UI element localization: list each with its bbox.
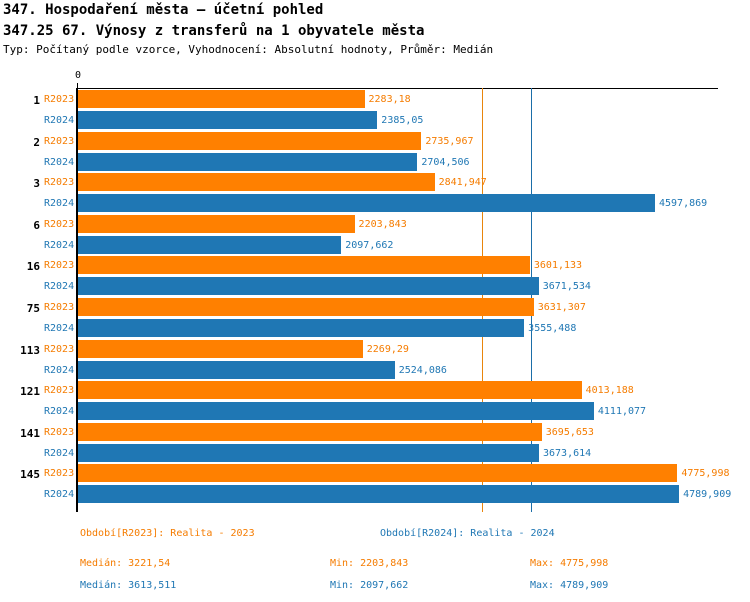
- bar-value-label: 2385,05: [381, 115, 424, 126]
- legend-item-r2024[interactable]: Období[R2024]: Realita - 2024: [380, 528, 555, 539]
- axis-value-line: [76, 88, 78, 512]
- series-label-r2023: R2023: [44, 218, 75, 230]
- bar-r2024[interactable]: [78, 277, 539, 296]
- series-label-r2024: R2024: [44, 156, 75, 168]
- chart-row-group: 145 R2023 4775,998 R2024 4789,909: [0, 464, 750, 504]
- series-label-r2023: R2023: [44, 302, 75, 313]
- bar-value-label: 2524,086: [398, 364, 447, 376]
- legend-item-r2023[interactable]: Období[R2023]: Realita - 2023: [80, 528, 255, 539]
- category-label: 113: [20, 343, 40, 357]
- bar-value-label: 3555,488: [528, 323, 577, 334]
- chart-row-group: 2 R2023 2735,967 R2024 2704,506: [0, 131, 750, 171]
- series-label-r2023: R2023: [44, 260, 75, 272]
- series-label-r2024: R2024: [44, 281, 75, 293]
- bar-r2023[interactable]: [78, 422, 542, 441]
- bar-r2024[interactable]: [78, 402, 594, 421]
- bar-r2024[interactable]: [78, 443, 539, 462]
- series-label-r2023: R2023: [44, 135, 75, 147]
- bar-r2023[interactable]: [78, 464, 678, 483]
- bar-r2023[interactable]: [78, 131, 422, 150]
- series-label-r2024: R2024: [44, 198, 75, 210]
- chart-row-group: 3 R2023 2841,947 R2024 4597,869: [0, 173, 750, 213]
- series-label-r2023: R2023: [44, 426, 75, 438]
- axis-zero-label: 0: [75, 70, 82, 81]
- bar-r2023[interactable]: [78, 256, 530, 275]
- series-label-r2024: R2024: [44, 364, 75, 376]
- chart-row-group: 16 R2023 3601,133 R2024 3671,534: [0, 256, 750, 296]
- chart-title-line2: 347.25 67. Výnosy z transferů na 1 obyva…: [3, 23, 425, 39]
- stat-max-r2024: Max: 4789,909: [530, 580, 609, 591]
- category-label: 145: [20, 468, 40, 482]
- bar-r2024[interactable]: [78, 485, 680, 504]
- series-label-r2023: R2023: [44, 94, 75, 105]
- chart-row-group: 141 R2023 3695,653 R2024 3673,614: [0, 422, 750, 462]
- bar-r2024[interactable]: [78, 152, 418, 171]
- bar-r2023[interactable]: [78, 339, 363, 358]
- axis-zero-tick: [77, 83, 78, 88]
- bar-r2023[interactable]: [78, 298, 534, 316]
- bar-value-label: 2097,662: [345, 239, 394, 251]
- bar-value-label: 3695,653: [545, 426, 594, 438]
- bar-value-label: 2704,506: [421, 156, 470, 168]
- series-label-r2023: R2023: [44, 468, 75, 480]
- category-label: 75: [26, 302, 40, 315]
- bar-value-label: 4597,869: [658, 198, 708, 210]
- bar-value-label: 3671,534: [542, 281, 591, 293]
- bar-r2023[interactable]: [78, 214, 355, 233]
- stat-median-r2024: Medián: 3613,511: [80, 580, 177, 591]
- category-label: 141: [20, 426, 40, 440]
- bar-value-label: 2283,18: [368, 94, 411, 105]
- bar-value-label: 2203,843: [358, 218, 407, 230]
- axis-top-line: [78, 88, 718, 89]
- bar-r2023[interactable]: [78, 381, 582, 400]
- bar-value-label: 3673,614: [543, 447, 592, 459]
- chart-row-group: 1 R2023 2283,18 R2024 2385,05: [0, 90, 750, 129]
- bar-r2024[interactable]: [78, 194, 655, 213]
- series-label-r2023: R2023: [44, 343, 75, 355]
- series-label-r2024: R2024: [44, 239, 75, 251]
- category-label: 1: [33, 94, 40, 107]
- chart-title-line1: 347. Hospodaření města – účetní pohled: [3, 2, 324, 18]
- bar-r2023[interactable]: [78, 173, 435, 192]
- chart-subtitle: Typ: Počítaný podle vzorce, Vyhodnocení:…: [3, 43, 494, 56]
- series-label-r2024: R2024: [44, 489, 75, 501]
- bar-value-label: 4013,188: [585, 385, 634, 397]
- category-label: 3: [33, 177, 40, 191]
- stat-min-r2024: Min: 2097,662: [330, 580, 409, 591]
- bar-value-label: 4111,077: [597, 406, 647, 418]
- bar-value-label: 3631,307: [537, 302, 586, 313]
- bar-value-label: 3601,133: [533, 260, 583, 272]
- bar-r2024[interactable]: [78, 235, 342, 254]
- bar-r2023[interactable]: [78, 90, 365, 108]
- stat-median-r2023: Medián: 3221,54: [80, 558, 171, 569]
- series-label-r2023: R2023: [44, 385, 75, 397]
- series-label-r2024: R2024: [44, 447, 75, 459]
- chart-row-group: 121 R2023 4013,188 R2024 4111,077: [0, 381, 750, 421]
- chart-row-group: 113 R2023 2269,29 R2024 2524,086: [0, 339, 750, 379]
- bar-r2024[interactable]: [78, 360, 395, 379]
- category-label: 121: [20, 385, 40, 399]
- bar-value-label: 2841,947: [438, 177, 487, 189]
- series-label-r2024: R2024: [44, 323, 75, 334]
- bar-r2024[interactable]: [78, 319, 525, 337]
- series-label-r2023: R2023: [44, 177, 75, 189]
- series-label-r2024: R2024: [44, 115, 75, 126]
- category-label: 16: [26, 260, 40, 274]
- chart-row-group: 75 R2023 3631,307 R2024 3555,488: [0, 298, 750, 337]
- stat-max-r2023: Max: 4775,998: [530, 558, 609, 569]
- bar-value-label: 2269,29: [366, 343, 409, 355]
- bar-value-label: 2735,967: [425, 135, 474, 147]
- category-label: 6: [33, 218, 40, 232]
- bar-r2024[interactable]: [78, 111, 378, 129]
- series-label-r2024: R2024: [44, 406, 75, 418]
- bar-value-label: 4789,909: [683, 489, 732, 501]
- chart-row-group: 6 R2023 2203,843 R2024 2097,662: [0, 214, 750, 254]
- stat-min-r2023: Min: 2203,843: [330, 558, 409, 569]
- bar-value-label: 4775,998: [681, 468, 730, 480]
- category-label: 2: [33, 135, 40, 149]
